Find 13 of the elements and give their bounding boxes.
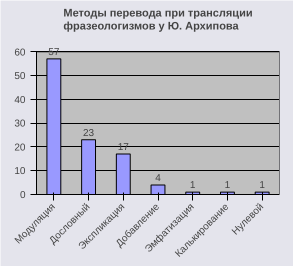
y-tick-label: 50: [14, 71, 26, 82]
y-tick-label: 0: [20, 190, 26, 201]
y-tick-label: 40: [14, 94, 26, 106]
data-label: 23: [83, 128, 95, 139]
data-label: 1: [190, 180, 196, 192]
y-tick-label: 20: [14, 142, 26, 154]
data-label: 1: [259, 180, 266, 192]
data-label: 1: [224, 180, 231, 192]
y-tick-label: 60: [14, 47, 26, 58]
y-tick-label: 10: [14, 166, 26, 178]
chart-title: Методы перевода при трансляции фразеологизмов у Ю. Архипова: [63, 7, 253, 32]
y-tick-label: 30: [14, 118, 26, 130]
data-label: 4: [155, 172, 162, 184]
